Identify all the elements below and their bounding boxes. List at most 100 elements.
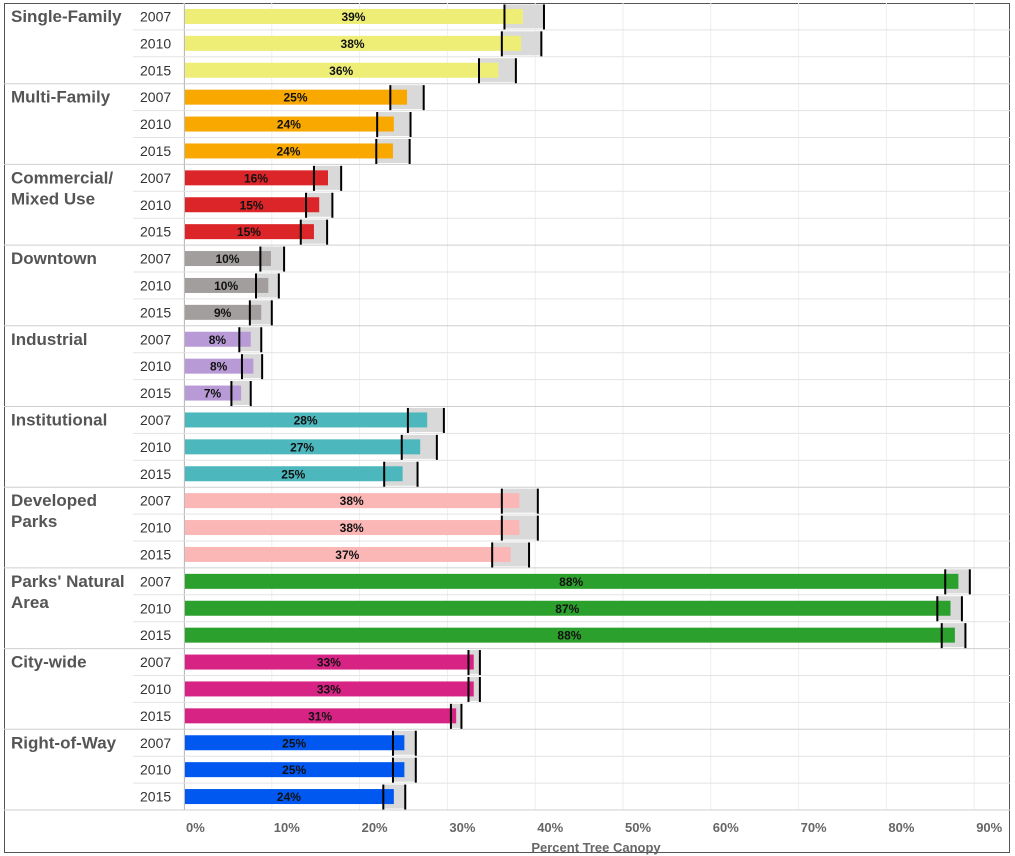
- year-label-2015: 2015: [140, 304, 171, 320]
- year-label-2007: 2007: [140, 8, 171, 24]
- year-label-2010: 2010: [140, 277, 171, 293]
- labels-layer: Single-Family 2007 39% 2010 38% 2015 36% Multi-…: [11, 7, 584, 805]
- value-bar: [185, 89, 408, 105]
- year-label-2010: 2010: [140, 35, 171, 51]
- year-label-2015: 2015: [140, 143, 171, 159]
- bar-data-label: 25%: [282, 736, 306, 750]
- value-bar: [185, 466, 403, 482]
- year-label-2010: 2010: [140, 520, 171, 536]
- year-label-2015: 2015: [140, 224, 171, 240]
- bars-layer: [185, 4, 971, 810]
- bar-data-label: 10%: [214, 279, 238, 293]
- axis-layer: 0% 10% 20% 30% 40% 50% 60% 70% 80% 90% Percent Tre…: [4, 809, 1010, 855]
- bar-data-label: 37%: [335, 548, 359, 562]
- bar-data-label: 8%: [210, 360, 228, 374]
- year-label-2015: 2015: [140, 708, 171, 724]
- value-bar: [185, 358, 254, 374]
- year-label-2015: 2015: [140, 62, 171, 78]
- value-bar: [185, 600, 951, 616]
- bar-data-label: 38%: [340, 494, 364, 508]
- grid-layer: [4, 3, 1010, 853]
- bar-data-label: 24%: [277, 118, 301, 132]
- year-label-2010: 2010: [140, 439, 171, 455]
- year-label-2010: 2010: [140, 358, 171, 374]
- bar-data-label: 24%: [277, 790, 301, 804]
- value-bar: [185, 546, 511, 562]
- bar-data-label: 36%: [329, 64, 353, 78]
- x-tick-label: 0%: [186, 820, 205, 835]
- value-bar: [185, 708, 457, 724]
- bar-data-label: 15%: [240, 198, 264, 212]
- year-label-2007: 2007: [140, 412, 171, 428]
- year-label-2007: 2007: [140, 251, 171, 267]
- group-label-downtown: Downtown: [11, 249, 97, 268]
- x-tick-label: 50%: [625, 820, 651, 835]
- bar-data-label: 88%: [559, 575, 583, 589]
- value-bar: [185, 762, 405, 778]
- value-bar: [185, 789, 394, 805]
- bar-data-label: 25%: [283, 91, 307, 105]
- bar-data-label: 9%: [214, 306, 232, 320]
- value-bar: [185, 304, 262, 320]
- value-bar: [185, 331, 251, 347]
- year-label-2010: 2010: [140, 762, 171, 778]
- value-bar: [185, 170, 328, 186]
- value-bar: [185, 493, 520, 509]
- confidence-band: [468, 676, 480, 701]
- value-bar: [185, 385, 242, 401]
- bar-data-label: 25%: [282, 763, 306, 777]
- x-tick-label: 90%: [976, 820, 1002, 835]
- year-label-2010: 2010: [140, 681, 171, 697]
- year-label-2015: 2015: [140, 385, 171, 401]
- year-label-2007: 2007: [140, 493, 171, 509]
- year-label-2010: 2010: [140, 116, 171, 132]
- value-bar: [185, 627, 955, 643]
- year-label-2010: 2010: [140, 197, 171, 213]
- bar-data-label: 38%: [341, 37, 365, 51]
- bar-data-label: 33%: [317, 682, 341, 696]
- value-bar: [185, 735, 405, 751]
- value-bar: [185, 412, 428, 428]
- bar-data-label: 7%: [204, 387, 222, 401]
- value-bar: [185, 251, 271, 267]
- year-label-2007: 2007: [140, 170, 171, 186]
- value-bar: [185, 116, 394, 132]
- bar-data-label: 27%: [290, 440, 314, 454]
- group-label-parks-natural-area: Parks' Natural: [11, 572, 125, 591]
- year-label-2015: 2015: [140, 546, 171, 562]
- year-label-2007: 2007: [140, 331, 171, 347]
- group-label-right-of-way: Right-of-Way: [11, 733, 117, 752]
- x-tick-label: 20%: [362, 820, 388, 835]
- value-bar: [185, 35, 522, 51]
- bar-data-label: 88%: [557, 629, 581, 643]
- x-tick-label: 80%: [888, 820, 914, 835]
- value-bar: [185, 8, 523, 24]
- year-label-2007: 2007: [140, 735, 171, 751]
- value-bar: [185, 439, 421, 455]
- bar-data-label: 25%: [281, 467, 305, 481]
- bar-data-label: 28%: [294, 413, 318, 427]
- value-bar: [185, 654, 474, 670]
- group-label-commercial-mixed-use: Mixed Use: [11, 189, 95, 208]
- x-tick-label: 60%: [713, 820, 739, 835]
- bar-data-label: 10%: [215, 252, 239, 266]
- value-bar: [185, 197, 320, 213]
- value-bar: [185, 277, 269, 293]
- group-label-industrial: Industrial: [11, 330, 88, 349]
- year-label-2007: 2007: [140, 573, 171, 589]
- year-label-2015: 2015: [140, 627, 171, 643]
- chart-frame: [4, 3, 1010, 853]
- group-label-parks-natural-area: Area: [11, 593, 49, 612]
- x-axis-title: Percent Tree Canopy: [531, 840, 661, 855]
- group-label-multi-family: Multi-Family: [11, 88, 111, 107]
- bar-data-label: 15%: [237, 225, 261, 239]
- bar-data-label: 33%: [317, 656, 341, 670]
- year-label-2007: 2007: [140, 654, 171, 670]
- bar-data-label: 87%: [555, 602, 579, 616]
- year-label-2010: 2010: [140, 600, 171, 616]
- bar-data-label: 31%: [308, 709, 332, 723]
- value-bar: [185, 573, 959, 589]
- confidence-band: [468, 650, 480, 675]
